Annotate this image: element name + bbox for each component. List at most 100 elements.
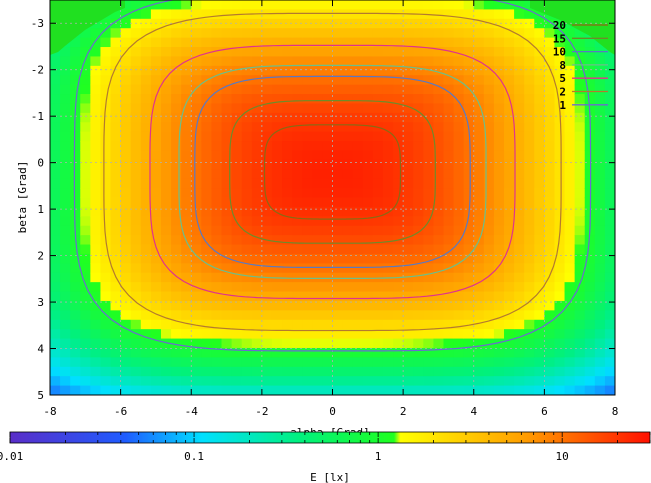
heat-cell: [372, 357, 384, 368]
heat-cell: [423, 329, 434, 340]
heat-cell: [231, 94, 243, 105]
heat-cell: [171, 141, 182, 152]
heat-cell: [100, 300, 112, 311]
heat-cell: [544, 235, 556, 246]
heat-cell: [534, 56, 545, 67]
heat-cell: [483, 37, 495, 48]
heat-cell: [251, 37, 263, 48]
heat-cell: [463, 338, 475, 349]
heat-cell: [110, 347, 122, 358]
heat-cell: [282, 329, 293, 340]
heat-cell: [80, 112, 91, 123]
heat-cell: [80, 56, 91, 67]
heat-cell: [504, 65, 515, 76]
heat-cell: [171, 253, 182, 264]
heat-cell: [504, 103, 515, 114]
heat-cell: [251, 65, 263, 76]
heat-cell: [120, 84, 132, 95]
heat-cell: [100, 112, 112, 123]
heat-cell: [292, 244, 303, 255]
heat-cell: [221, 103, 233, 114]
heat-cell: [382, 131, 394, 142]
heat-cell: [60, 385, 71, 395]
heat-cell: [604, 282, 615, 293]
heat-cell: [514, 206, 525, 217]
heat-cell: [524, 357, 535, 368]
heat-cell: [191, 300, 202, 311]
heat-cell: [352, 385, 364, 395]
y-tick-label: 5: [37, 389, 44, 402]
heat-cell: [433, 291, 445, 302]
heat-cell: [433, 253, 445, 264]
heat-cell: [463, 188, 475, 199]
heat-cell: [604, 56, 615, 67]
heat-cell: [473, 366, 485, 377]
heat-cell: [181, 9, 192, 20]
heat-cell: [191, 206, 202, 217]
heat-cell: [50, 263, 61, 274]
heat-cell: [382, 366, 394, 377]
heat-cell: [453, 47, 465, 58]
heat-cell: [504, 385, 515, 395]
heat-cell: [403, 122, 414, 133]
contour-5: [149, 44, 516, 300]
heat-cell: [433, 18, 445, 29]
heat-cell: [342, 225, 354, 236]
heat-cell: [504, 272, 515, 283]
heat-cell: [231, 338, 243, 349]
heat-cell: [251, 216, 263, 227]
heat-cell: [160, 338, 172, 349]
heat-cell: [534, 338, 545, 349]
heat-cell: [120, 376, 132, 387]
heat-cell: [292, 37, 303, 48]
heat-cell: [171, 131, 182, 142]
heat-cell: [110, 216, 122, 227]
heat-cell: [302, 94, 313, 105]
heat-cell: [312, 376, 324, 387]
heat-cell: [423, 122, 434, 133]
heat-cell: [302, 65, 313, 76]
heat-cell: [231, 385, 243, 395]
heat-cell: [362, 169, 374, 180]
heat-cell: [292, 94, 303, 105]
heat-cell: [463, 18, 475, 29]
heat-cell: [554, 188, 566, 199]
heat-cell: [342, 253, 354, 264]
heat-cell: [90, 376, 102, 387]
heat-cell: [312, 225, 324, 236]
heat-cell: [70, 56, 81, 67]
heat-cell: [433, 94, 445, 105]
heat-cell: [514, 385, 525, 395]
heat-cell: [382, 56, 394, 67]
heat-cell: [70, 338, 81, 349]
heat-cell: [160, 131, 172, 142]
heat-cell: [403, 338, 414, 349]
heat-cell: [423, 37, 434, 48]
heat-cell: [382, 169, 394, 180]
heat-cell: [524, 47, 535, 58]
heat-cell: [201, 347, 213, 358]
heat-cell: [50, 282, 61, 293]
heat-cell: [604, 112, 615, 123]
corner-patch-top-left: [50, 0, 125, 55]
heat-cell: [302, 141, 313, 152]
heat-cell: [150, 253, 162, 264]
heat-cell: [463, 47, 475, 58]
heat-cell: [90, 84, 102, 95]
heat-cell: [473, 178, 485, 189]
heat-cell: [514, 131, 525, 142]
heat-cell: [261, 84, 273, 95]
heat-cell: [403, 216, 414, 227]
heat-cell: [312, 263, 324, 274]
heat-cell: [393, 225, 404, 236]
heat-cell: [342, 122, 354, 133]
heat-cell: [100, 347, 112, 358]
heat-cell: [261, 291, 273, 302]
heat-cell: [251, 47, 263, 58]
heat-cell: [574, 385, 586, 395]
heat-cell: [302, 84, 313, 95]
heat-cell: [514, 122, 525, 133]
heat-cell: [413, 253, 424, 264]
heat-cell: [181, 47, 192, 58]
heat-cell: [241, 112, 253, 123]
